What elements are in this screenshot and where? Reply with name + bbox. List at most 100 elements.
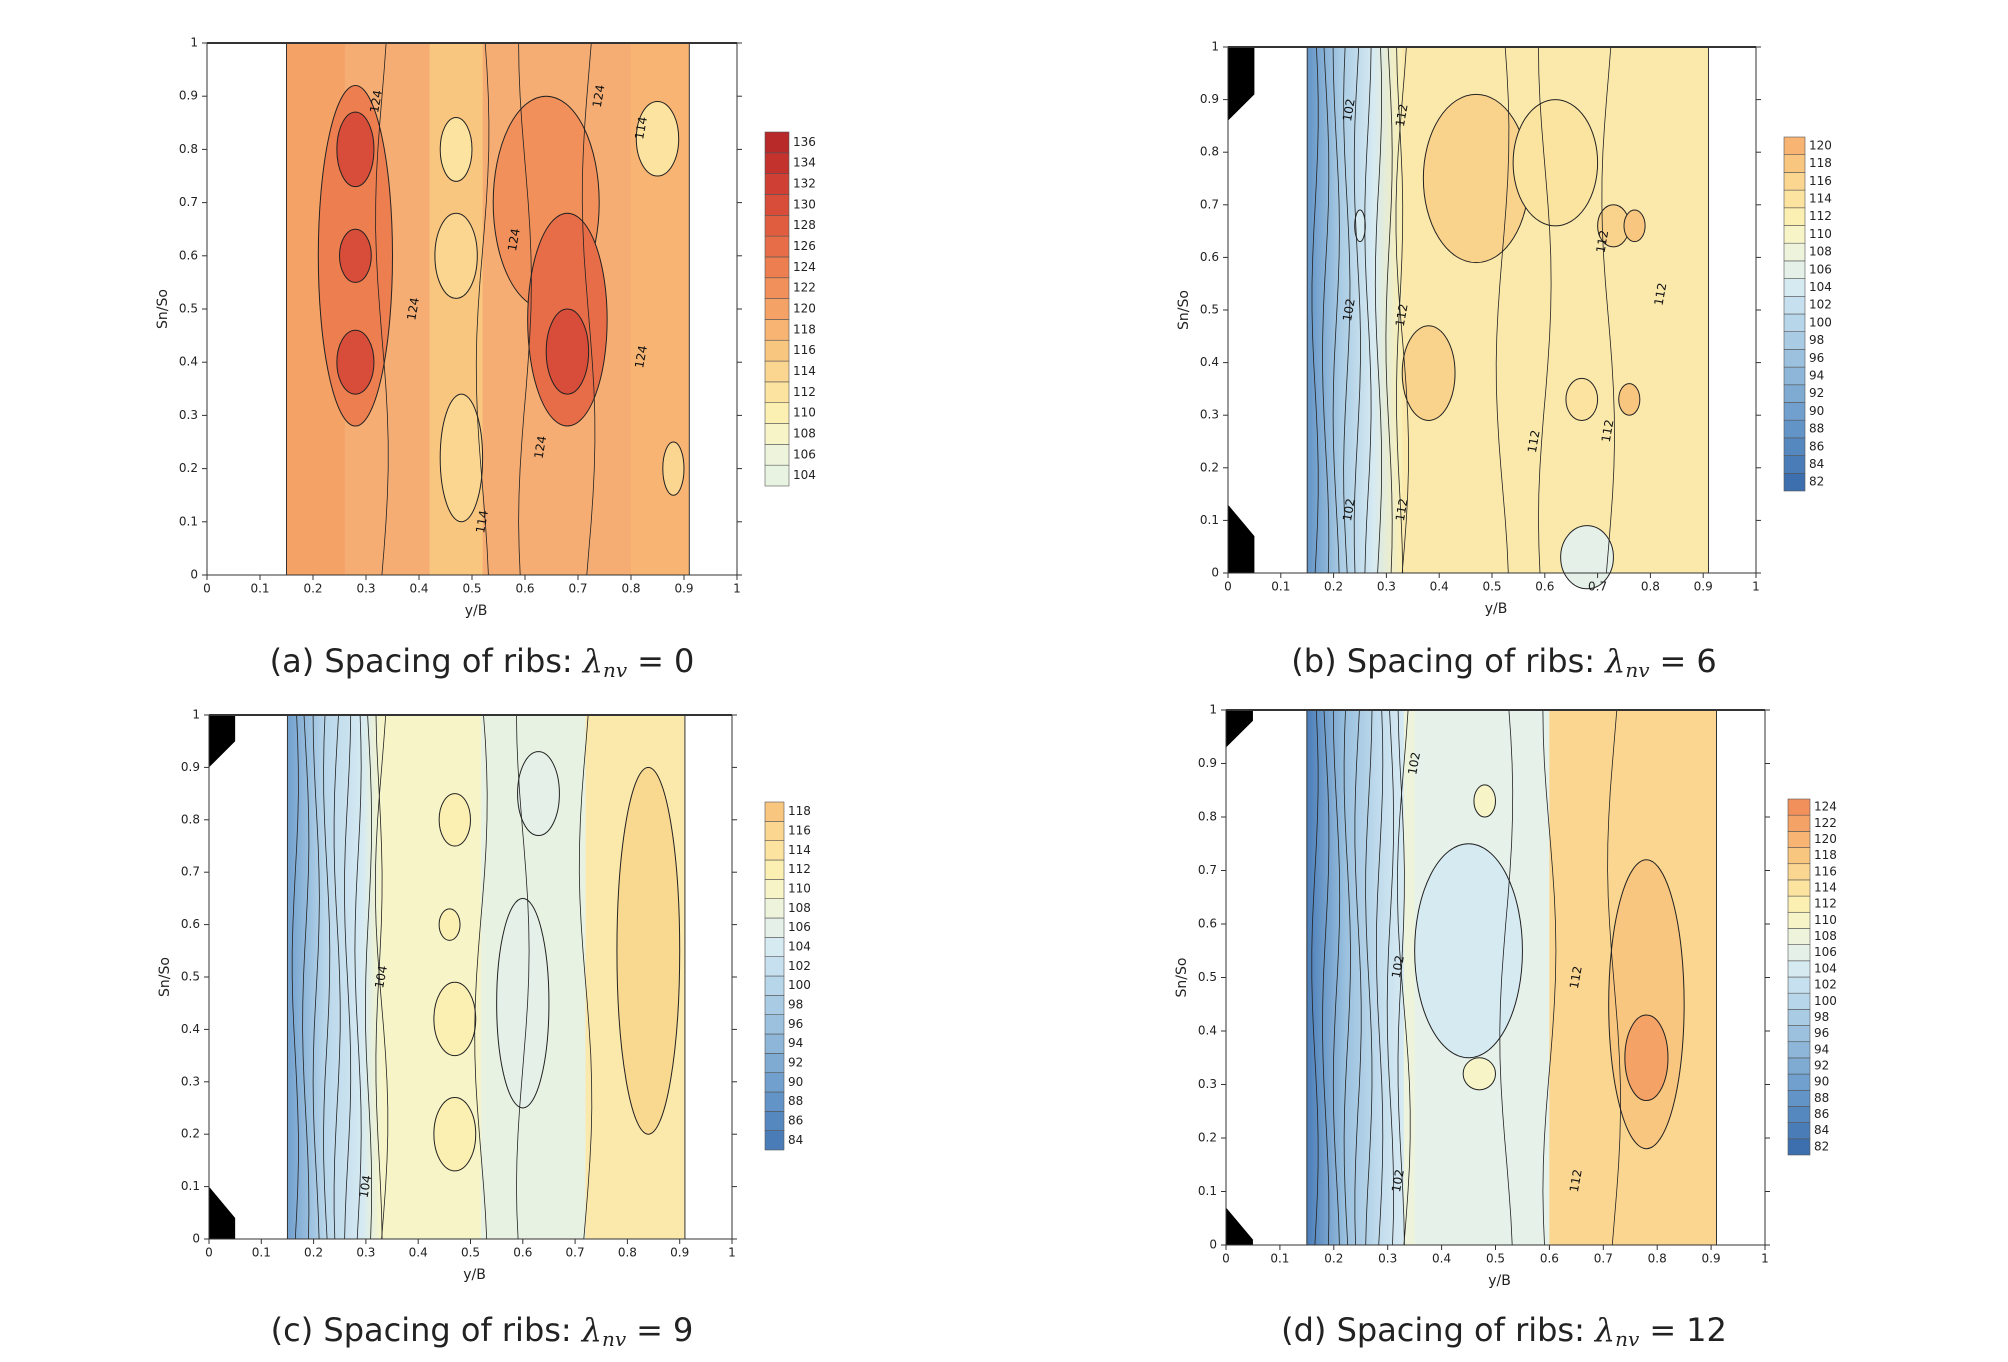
contour-blob	[434, 212, 478, 299]
contour-label: 124	[367, 89, 385, 114]
caption-symbol: λ	[1603, 642, 1625, 680]
y-tick-label: 0.9	[179, 89, 198, 103]
caption: (c) Spacing of ribs: λnv = 9	[271, 1311, 694, 1351]
contour-field	[286, 42, 690, 576]
caption-value: 0	[674, 642, 694, 680]
colorbar-label: 108	[788, 901, 811, 915]
caption-symbol: λ	[581, 642, 603, 680]
contour-blob	[433, 981, 477, 1057]
caption-subscript: nv	[1625, 658, 1650, 682]
contour-blob	[616, 766, 681, 1135]
colorbar-label: 88	[788, 1094, 803, 1108]
colorbar-box	[1783, 437, 1806, 456]
x-tick-label: 0.5	[461, 1246, 480, 1260]
x-tick-label: 0.3	[1377, 580, 1396, 594]
colorbar-box	[764, 464, 790, 487]
colorbar-box	[1787, 1073, 1811, 1091]
x-tick-label: 0.7	[1588, 580, 1607, 594]
y-tick-label: 0.9	[1200, 92, 1219, 106]
y-tick-label: 0.1	[1200, 513, 1219, 527]
contour-line	[1343, 709, 1351, 1246]
x-tick-label: 0.7	[568, 582, 587, 596]
colorbar-label: 104	[1809, 280, 1832, 294]
contour-blob	[1512, 99, 1599, 227]
y-tick-label: 0.8	[179, 142, 198, 156]
contour-blob	[662, 441, 685, 496]
colorbar-label: 106	[1814, 945, 1837, 959]
colorbar-label: 100	[1814, 994, 1837, 1008]
y-tick-label: 0	[1211, 566, 1219, 580]
colorbar-box	[1787, 1138, 1811, 1156]
y-tick-label: 0.2	[1200, 460, 1219, 474]
colorbar-box	[764, 298, 790, 320]
y-tick-label: 0.3	[179, 408, 198, 422]
x-tick-label: 0.4	[409, 582, 428, 596]
x-tick-label: 0.3	[356, 582, 375, 596]
contour-field	[286, 714, 686, 1240]
colorbar-box	[1787, 976, 1811, 994]
colorbar-label: 106	[1809, 262, 1832, 276]
colorbar-label: 98	[1809, 333, 1824, 347]
colorbar-label: 106	[788, 920, 811, 934]
contour-label: 102	[1389, 954, 1407, 979]
contour-label: 104	[357, 1174, 375, 1199]
colorbar-box	[1787, 1106, 1811, 1123]
caption: (d) Spacing of ribs: λnv = 12	[1281, 1311, 1727, 1351]
colorbar-label: 112	[793, 385, 816, 399]
colorbar-label: 96	[1814, 1026, 1829, 1040]
y-tick-label: 0.9	[1198, 756, 1217, 770]
y-tick-label: 0.7	[1198, 863, 1217, 877]
x-tick-label: 0.6	[513, 1246, 532, 1260]
caption-subscript: nv	[1615, 1327, 1640, 1351]
x-tick-label: 0.8	[1641, 580, 1660, 594]
contour-line	[1375, 709, 1384, 1246]
contour-blob	[1565, 377, 1599, 421]
colorbar-box	[764, 402, 790, 424]
colorbar-label: 118	[1814, 848, 1837, 862]
caption: (a) Spacing of ribs: λnv = 0	[270, 642, 695, 682]
contour-line	[516, 714, 530, 1240]
colorbar-box	[1783, 349, 1806, 368]
colorbar-box	[1783, 472, 1806, 492]
x-tick-label: 0.6	[515, 582, 534, 596]
colorbar-label: 114	[1814, 881, 1837, 895]
caption-value: 12	[1686, 1311, 1727, 1349]
y-tick-label: 0.5	[1200, 303, 1219, 317]
contour-blob	[1462, 1057, 1496, 1091]
contour-line	[375, 714, 389, 1240]
colorbar-box	[1783, 278, 1806, 297]
colorbar-box	[1783, 366, 1806, 386]
colorbar-box	[1787, 1089, 1811, 1107]
x-tick-label: 0.8	[618, 1246, 637, 1260]
colorbar-label: 122	[793, 281, 816, 295]
x-tick-label: 0.2	[1324, 580, 1343, 594]
x-tick-label: 0.6	[1540, 1252, 1559, 1266]
y-tick-label: 0.3	[181, 1074, 200, 1088]
y-tick-label: 1	[192, 708, 200, 722]
colorbar-label: 90	[1809, 404, 1824, 418]
y-tick-label: 1	[1209, 703, 1217, 717]
colorbar-box	[764, 898, 785, 919]
colorbar-label: 118	[793, 322, 816, 336]
colorbar-box	[764, 995, 785, 1015]
x-tick-label: 0	[1224, 580, 1232, 594]
colorbar-box	[764, 917, 785, 938]
y-tick-label: 0.7	[181, 865, 200, 879]
y-tick-label: 0.6	[1200, 250, 1219, 264]
colorbar-box	[1787, 1041, 1811, 1059]
colorbar-label: 112	[788, 862, 811, 876]
y-tick-label: 0.6	[1198, 917, 1217, 931]
contour-label: 124	[632, 344, 650, 369]
contour-line	[1542, 709, 1557, 1246]
colorbar-label: 118	[788, 804, 811, 818]
colorbar-label: 86	[788, 1114, 803, 1128]
colorbar-label: 96	[788, 1017, 803, 1031]
contour-line	[302, 714, 310, 1240]
contour-line	[1311, 709, 1319, 1246]
contour-blob	[438, 908, 461, 941]
colorbar-box	[1783, 331, 1806, 350]
contour-line	[518, 42, 532, 576]
colorbar-label: 116	[1814, 864, 1837, 878]
colorbar-box	[764, 131, 790, 154]
colorbar-box	[764, 277, 790, 299]
